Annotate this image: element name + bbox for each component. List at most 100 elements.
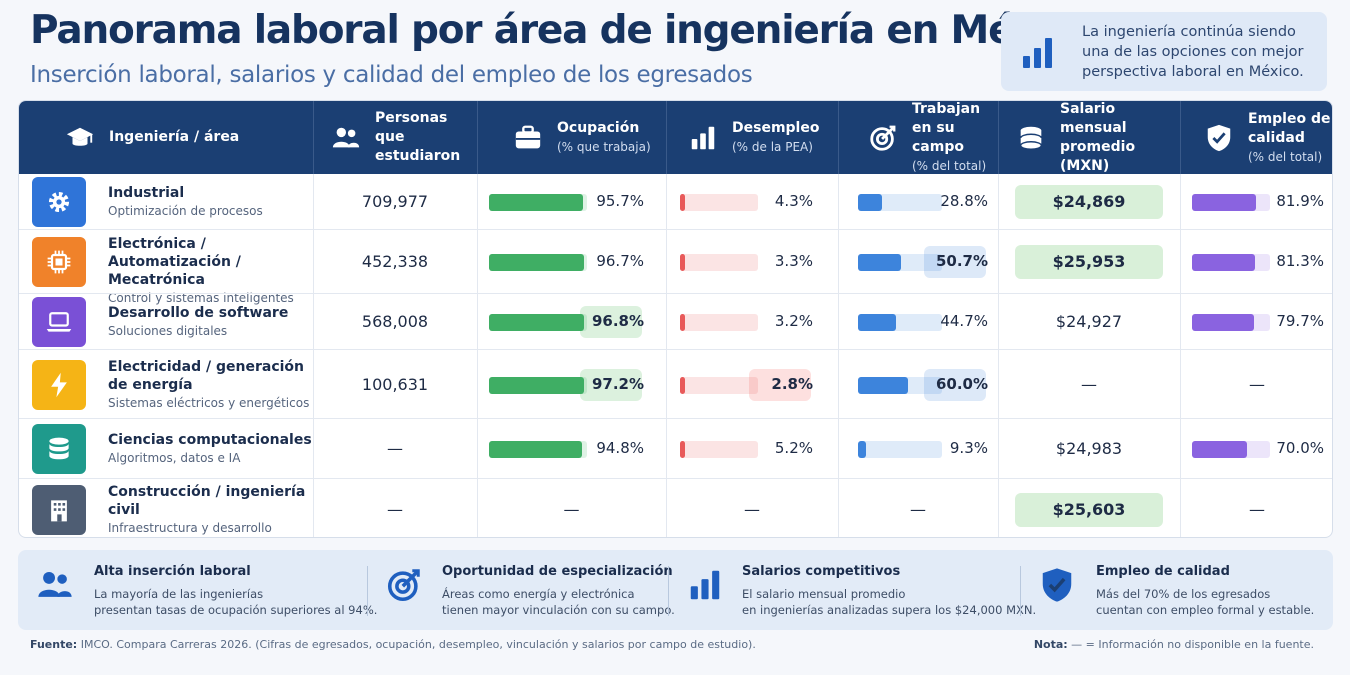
- students-value: 568,008: [361, 312, 429, 331]
- occupation-value: 97.2%: [591, 374, 644, 393]
- field-bar: [858, 254, 942, 271]
- table-row: Electricidad / generación de energía Sist…: [19, 349, 1332, 418]
- unemployment-value: 3.2%: [774, 312, 813, 330]
- column-header: Personas que estudiaron: [329, 101, 477, 174]
- field-bar-fill: [858, 314, 896, 331]
- occupation-value: 96.8%: [591, 312, 644, 330]
- building-icon: [32, 484, 86, 535]
- area-title: Industrial: [108, 184, 185, 201]
- table-row: Industrial Optimización de procesos 709,97…: [19, 174, 1332, 229]
- salary-value: $25,953: [1052, 252, 1126, 271]
- summary-title: Alta inserción laboral: [94, 564, 251, 579]
- column-header-label: Ingeniería / área: [109, 129, 240, 145]
- salary-highlight: [1015, 245, 1163, 279]
- shield-check-icon: [1038, 566, 1078, 606]
- unemployment-bar-fill: [680, 314, 685, 331]
- column-divider: [313, 101, 314, 537]
- area-description: Sistemas eléctricos y energéticos: [108, 395, 310, 410]
- table-row: Electrónica / Automatización / Mecatróni…: [19, 229, 1332, 305]
- column-header: Trabajan en su campo (% del total): [866, 101, 998, 174]
- column-header: Desempleo (% de la PEA): [686, 101, 838, 174]
- occupation-bar-fill: [489, 441, 582, 458]
- area-name: Electrónica / Automatización / Mecatróni…: [108, 235, 318, 307]
- summary-text-line: tienen mayor vinculación con su campo.: [442, 603, 675, 617]
- area-description: Algoritmos, datos e IA: [108, 451, 241, 465]
- students-value: 100,631: [361, 374, 429, 394]
- quality-bar-fill: [1192, 254, 1256, 271]
- unemployment-bar-fill: [680, 193, 685, 211]
- quality-bar-fill: [1192, 441, 1247, 458]
- field-bar-fill: [858, 254, 901, 271]
- column-header-sublabel: (% del total): [912, 159, 987, 173]
- summary-item: Empleo de calidad Más del 70% de los egre…: [1038, 550, 1328, 630]
- header-divider: [666, 101, 667, 174]
- source-label: Fuente:: [30, 638, 78, 651]
- target-icon: [385, 566, 425, 606]
- salary-highlight: [1015, 492, 1163, 527]
- quality-bar-fill: [1192, 193, 1256, 211]
- quality-value: 81.3%: [1276, 252, 1324, 270]
- students-value: —: [387, 439, 403, 458]
- gear-icon: [32, 176, 86, 227]
- column-header-label: Desempleo: [732, 120, 820, 136]
- bar-chart-icon: [686, 121, 720, 155]
- area-description: Optimización de procesos: [108, 203, 263, 218]
- column-header-label: Salario mensual promedio (MXN): [1060, 100, 1136, 174]
- column-header: Ingeniería / área: [63, 101, 313, 174]
- area-title: Electrónica / Automatización / Mecatróni…: [108, 236, 241, 288]
- unemployment-bar: [680, 376, 758, 394]
- summary-text-line: El salario mensual promedio: [742, 587, 906, 601]
- occupation-bar-fill: [489, 193, 583, 211]
- area-title: Electricidad / generación de energía: [108, 358, 305, 393]
- table-header: [19, 101, 1332, 174]
- area-title: Desarrollo de software: [108, 305, 289, 321]
- data-table: Ingeniería / área Personas que estudiaron…: [18, 100, 1333, 538]
- summary-divider: [668, 566, 669, 616]
- occupation-bar: [489, 376, 587, 394]
- area-name: Desarrollo de software Soluciones digital…: [108, 304, 318, 340]
- column-divider: [666, 101, 667, 537]
- source-text: IMCO. Compara Carreras 2026. (Cifras de …: [80, 638, 756, 651]
- summary-title: Oportunidad de especialización: [442, 564, 673, 579]
- summary-text-line: Más del 70% de los egresados: [1096, 587, 1271, 601]
- lightning-icon: [32, 359, 86, 410]
- summary-text: El salario mensual promedio en ingeniería…: [742, 586, 1036, 618]
- column-header: Salario mensual promedio (MXN): [1014, 101, 1180, 174]
- callout-text: La ingeniería continúa siendo una de las…: [1082, 24, 1304, 80]
- bar-chart-icon: [1023, 38, 1052, 68]
- summary-divider: [367, 566, 368, 616]
- header-divider: [477, 101, 478, 174]
- occupation-bar: [489, 314, 587, 331]
- column-divider: [838, 101, 839, 537]
- page-subtitle: Inserción laboral, salarios y calidad de…: [30, 62, 753, 88]
- area-name: Construcción / ingeniería civil Infraestr…: [108, 483, 318, 538]
- field-bar: [858, 193, 942, 211]
- shield-check-icon: [1202, 121, 1236, 155]
- note-footnote: Nota: — = Información no disponible en l…: [1034, 638, 1314, 651]
- occupation-value: 94.8%: [596, 439, 644, 457]
- salary-value: —: [1081, 374, 1097, 394]
- column-header: Empleo de calidad (% del total): [1202, 101, 1332, 174]
- area-description: Control y sistemas inteligentes: [108, 291, 294, 305]
- column-header-sublabel: (% del total): [1248, 149, 1323, 164]
- quality-value: —: [1249, 499, 1265, 519]
- field-bar: [858, 376, 942, 394]
- people-icon: [36, 566, 76, 606]
- quality-bar: [1192, 441, 1270, 458]
- table-row: Ciencias computacionales Algoritmos, dato…: [19, 418, 1332, 478]
- students-value: 452,338: [361, 252, 429, 271]
- unemployment-bar-fill: [680, 441, 685, 458]
- field-value: 9.3%: [949, 439, 988, 457]
- unemployment-highlight: [749, 368, 811, 401]
- column-divider: [477, 101, 478, 537]
- bar-chart-icon: [686, 566, 726, 606]
- field-value: 60.0%: [935, 374, 988, 393]
- graduation-cap-icon: [63, 121, 97, 155]
- quality-bar: [1192, 254, 1270, 271]
- summary-text-line: en ingenierías analizadas supera los $24…: [742, 603, 1037, 617]
- quality-value: 81.9%: [1276, 191, 1324, 210]
- header-divider: [313, 101, 314, 174]
- occupation-highlight: [580, 368, 642, 401]
- column-divider: [998, 101, 999, 537]
- summary-text: La mayoría de las ingenierías presentan t…: [94, 586, 377, 618]
